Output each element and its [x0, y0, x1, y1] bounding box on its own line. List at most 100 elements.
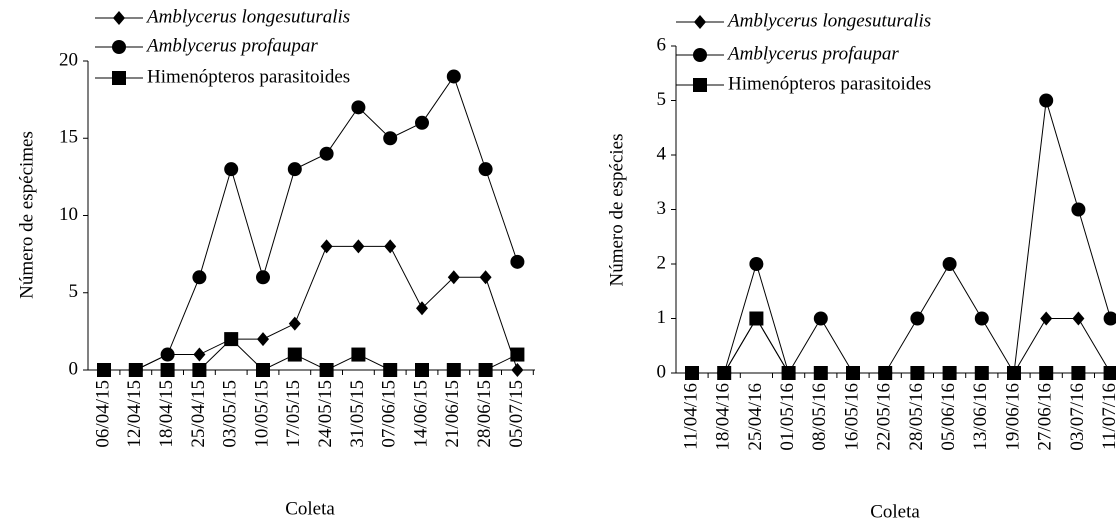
- marker: [749, 257, 764, 271]
- y-axis-label: Número de espécimes: [16, 131, 37, 299]
- marker: [257, 332, 269, 347]
- marker: [694, 15, 706, 29]
- marker: [446, 69, 461, 84]
- marker: [351, 347, 366, 362]
- x-tick-label: 07/06/15: [379, 380, 400, 448]
- x-tick-label: 21/06/15: [442, 380, 463, 448]
- marker: [383, 363, 398, 377]
- marker: [693, 78, 707, 92]
- marker: [878, 366, 893, 380]
- marker: [447, 270, 460, 285]
- marker: [192, 363, 207, 377]
- marker: [1007, 366, 1021, 380]
- marker: [112, 71, 126, 85]
- x-tick-label: 14/06/15: [410, 380, 431, 448]
- marker: [287, 162, 302, 177]
- marker: [813, 366, 828, 380]
- marker: [974, 366, 989, 380]
- x-tick-label: 12/04/15: [124, 380, 145, 448]
- marker: [192, 270, 207, 285]
- x-tick-label: 31/05/15: [347, 380, 368, 448]
- x-tick-label: 18/04/16: [713, 383, 734, 451]
- marker: [1103, 366, 1116, 380]
- y-tick-label: 4: [657, 143, 667, 164]
- marker: [415, 363, 429, 377]
- marker: [287, 347, 302, 362]
- marker: [416, 301, 428, 316]
- x-tick-label: 25/04/15: [188, 380, 209, 448]
- legend-label: Himenópteros parasitoides: [147, 66, 350, 87]
- marker: [224, 332, 239, 347]
- x-tick-label: 10/05/15: [251, 380, 272, 448]
- x-tick-label: 03/05/15: [220, 380, 241, 448]
- legend-label: Amblycerus profaupar: [726, 43, 899, 64]
- x-tick-label: 24/05/15: [315, 380, 336, 448]
- marker: [256, 270, 270, 285]
- marker: [160, 347, 175, 362]
- x-tick-label: 11/04/16: [680, 383, 701, 450]
- marker: [415, 115, 429, 130]
- marker: [352, 239, 365, 254]
- marker: [1071, 366, 1086, 380]
- legend-label: Amblycerus longesuturalis: [726, 10, 931, 31]
- y-tick-label: 6: [657, 34, 667, 55]
- x-tick-label: 05/07/15: [506, 380, 527, 448]
- series-line: [104, 75, 518, 371]
- y-tick-label: 0: [657, 361, 667, 382]
- chart: 0 1 2 3 4 5 6 11/04/16 18/04/16 25/04/16 01/05/16 0…: [606, 10, 1116, 522]
- y-tick-label: 2: [657, 252, 667, 273]
- marker: [942, 257, 957, 271]
- marker: [479, 270, 492, 285]
- marker: [160, 363, 175, 377]
- marker: [1072, 311, 1085, 326]
- x-tick-label: 01/05/16: [777, 383, 798, 451]
- x-tick-label: 22/05/16: [874, 383, 895, 451]
- marker: [693, 48, 707, 62]
- marker: [112, 40, 126, 54]
- marker: [510, 254, 525, 269]
- marker: [942, 366, 957, 380]
- marker: [510, 347, 525, 362]
- marker: [974, 311, 989, 326]
- legend-label: Amblycerus longesuturalis: [145, 6, 350, 27]
- marker: [685, 366, 699, 380]
- x-tick-label: 17/05/15: [283, 380, 304, 448]
- x-tick-label: 11/07/16: [1099, 383, 1116, 450]
- marker: [749, 311, 764, 326]
- x-tick-label: 27/06/16: [1035, 383, 1056, 451]
- x-tick-label: 28/06/15: [474, 380, 495, 448]
- x-tick-label: 19/06/16: [1002, 383, 1023, 451]
- marker: [1039, 366, 1054, 380]
- marker: [383, 131, 398, 146]
- chart: 0 5 10 15 20 06/04/15 12/04/15 18/04/15 25/04/15…: [16, 6, 535, 519]
- y-tick-label: 10: [59, 204, 78, 225]
- marker: [288, 316, 301, 331]
- x-axis-label: Coleta: [870, 501, 920, 522]
- marker: [910, 311, 925, 326]
- marker: [256, 363, 270, 377]
- y-tick-label: 5: [657, 89, 667, 110]
- marker: [224, 162, 239, 177]
- marker: [511, 363, 524, 377]
- y-tick-label: 0: [69, 358, 79, 379]
- marker: [478, 363, 493, 377]
- marker: [1039, 93, 1054, 108]
- marker: [910, 366, 925, 380]
- marker: [446, 363, 461, 377]
- marker: [128, 363, 143, 377]
- marker: [846, 366, 860, 380]
- marker: [717, 366, 732, 380]
- legend-label: Amblycerus profaupar: [145, 35, 318, 56]
- x-tick-label: 05/06/16: [938, 383, 959, 451]
- x-tick-label: 25/04/16: [745, 383, 766, 451]
- marker: [319, 363, 334, 377]
- marker: [319, 146, 334, 161]
- y-axis-label: Número de espécies: [606, 134, 627, 287]
- x-tick-label: 03/07/16: [1067, 383, 1088, 451]
- x-tick-label: 16/05/16: [841, 383, 862, 451]
- y-tick-label: 3: [657, 198, 667, 219]
- series-line: [692, 100, 1112, 375]
- marker: [1103, 311, 1116, 326]
- y-tick-label: 5: [69, 281, 79, 302]
- x-tick-label: 13/06/16: [970, 383, 991, 451]
